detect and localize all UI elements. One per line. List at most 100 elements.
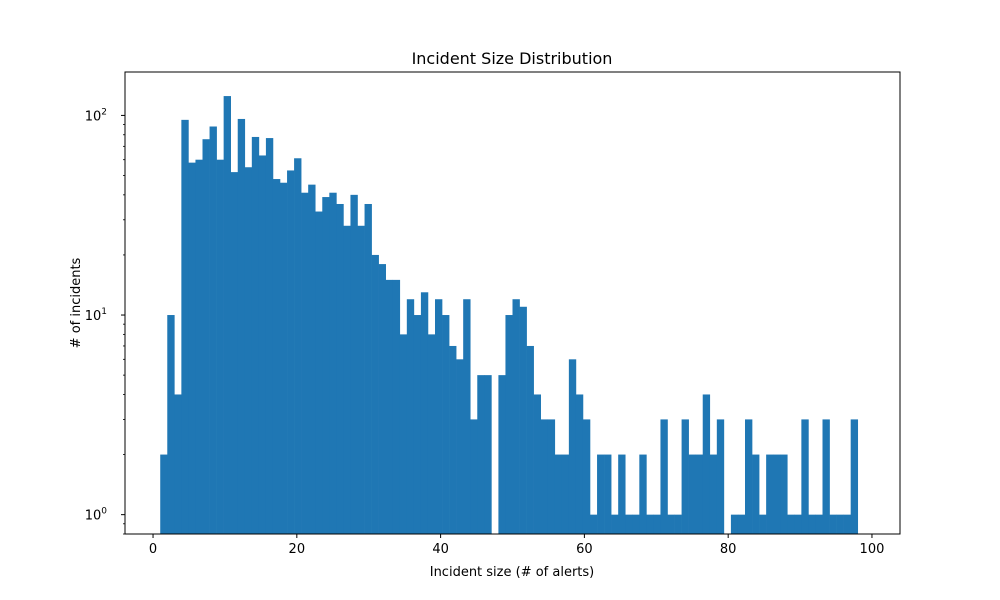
histogram-bar <box>716 419 725 534</box>
histogram-bar <box>167 315 175 534</box>
histogram-bar <box>223 96 231 534</box>
y-axis-ticks: 100 101 102 <box>85 107 125 535</box>
histogram-bar <box>258 155 267 534</box>
histogram-bar <box>702 394 711 534</box>
histogram-bar <box>688 454 696 534</box>
histogram-bar <box>547 419 556 534</box>
x-axis-label: Incident size (# of alerts) <box>430 565 595 580</box>
histogram-bar <box>449 345 457 534</box>
histogram-bar <box>463 299 471 534</box>
histogram-bar <box>336 203 344 535</box>
histogram-bar <box>526 345 534 534</box>
histogram-bar <box>329 192 337 534</box>
histogram-bar <box>766 454 774 534</box>
histogram-bar <box>244 167 253 535</box>
histogram-bar <box>822 419 830 534</box>
histogram-bar <box>420 292 429 534</box>
bars-group <box>160 96 859 535</box>
chart-title: Incident Size Distribution <box>412 49 613 68</box>
histogram-bar <box>301 192 309 534</box>
histogram-bar <box>709 454 718 534</box>
histogram-bar <box>653 514 661 534</box>
histogram-bar <box>280 182 288 535</box>
histogram-bar <box>674 514 682 534</box>
x-tick-label: 80 <box>720 542 737 557</box>
y-tick-label: 100 <box>85 507 108 524</box>
histogram-bar <box>160 454 168 534</box>
histogram-bar <box>315 211 323 534</box>
histogram-bar <box>427 334 436 534</box>
x-tick-label: 100 <box>860 542 885 557</box>
histogram-bar <box>681 419 689 534</box>
histogram-bar <box>533 394 541 534</box>
x-tick-label: 40 <box>432 542 449 557</box>
histogram-bar <box>287 170 295 534</box>
histogram-bar <box>752 454 760 534</box>
histogram-bar <box>808 514 816 534</box>
histogram-bar <box>639 454 647 534</box>
histogram-bar <box>632 514 640 534</box>
histogram-bar <box>406 299 415 534</box>
histogram-bar <box>456 359 464 534</box>
histogram-bar <box>209 126 217 534</box>
histogram-bar <box>611 514 619 534</box>
histogram-bar <box>815 514 823 534</box>
histogram-bar <box>667 514 675 534</box>
histogram-bar <box>322 197 330 535</box>
histogram-bar <box>442 315 450 534</box>
histogram-bar <box>582 419 591 534</box>
histogram-bar <box>470 419 478 534</box>
histogram-bar <box>477 375 485 534</box>
plot-frame <box>124 71 901 535</box>
histogram-bar <box>836 514 844 534</box>
histogram-bar <box>399 334 408 534</box>
histogram-bar <box>759 514 767 534</box>
histogram-bar <box>568 359 577 534</box>
histogram-bar <box>773 454 781 534</box>
histogram-bar <box>695 454 704 534</box>
histogram-bar <box>730 514 739 534</box>
histogram-bar <box>230 172 239 535</box>
histogram-bar <box>801 419 809 534</box>
histogram-bar <box>371 254 379 534</box>
histogram-bar <box>843 514 851 534</box>
histogram-bar <box>202 139 210 534</box>
histogram-bar <box>308 184 316 534</box>
histogram-bar <box>540 419 549 534</box>
x-axis-ticks: 0 20 40 60 80 100 <box>149 534 884 557</box>
histogram-bar <box>364 203 372 535</box>
x-tick-label: 0 <box>149 542 157 557</box>
histogram-bar <box>625 514 633 534</box>
histogram-bar <box>272 179 281 535</box>
histogram-bar <box>251 136 260 534</box>
histogram-bar <box>745 419 753 534</box>
y-tick-label: 101 <box>85 307 107 324</box>
histogram-bar <box>188 162 196 534</box>
histogram-bar <box>357 225 365 534</box>
histogram-bar <box>505 315 513 534</box>
histogram-bar <box>294 158 302 534</box>
histogram-bar <box>780 454 788 534</box>
histogram-bar <box>575 394 584 534</box>
histogram-bar <box>737 514 746 534</box>
histogram-bar <box>435 299 443 534</box>
y-tick-label: 102 <box>85 107 107 124</box>
histogram-bar <box>512 299 520 534</box>
y-axis-label: # of incidents <box>69 257 84 348</box>
histogram-bar <box>597 454 605 534</box>
histogram-bar <box>343 225 351 534</box>
histogram-bar <box>350 194 358 534</box>
histogram-bar <box>378 264 386 534</box>
histogram-bar <box>392 279 401 534</box>
histogram-bar <box>519 306 527 534</box>
histogram-bar <box>413 315 422 534</box>
histogram-bar <box>181 119 189 535</box>
histogram-bar <box>174 394 182 534</box>
histogram-bar <box>561 454 570 534</box>
histogram-bar <box>216 159 224 534</box>
histogram-bar <box>265 138 274 534</box>
histogram-bar <box>794 514 802 534</box>
histogram-bar <box>554 454 563 534</box>
x-tick-label: 60 <box>576 542 593 557</box>
